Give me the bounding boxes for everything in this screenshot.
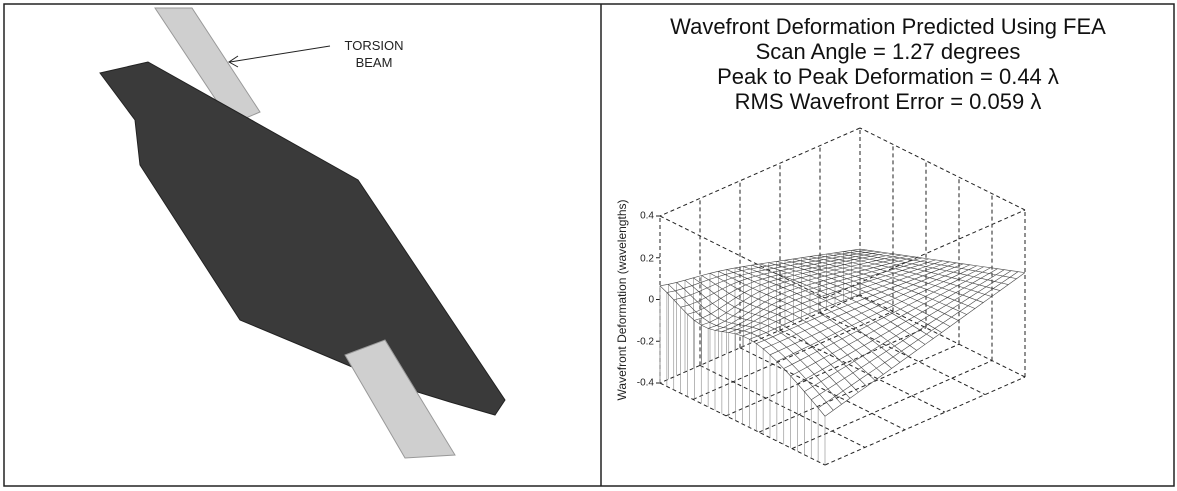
- title-line: Wavefront Deformation Predicted Using FE…: [670, 14, 1106, 39]
- title-line: Scan Angle = 1.27 degrees: [756, 39, 1021, 64]
- annotation: TORSION: [345, 38, 404, 53]
- figure: TORSION BEAM Wavefront Deformation Predi…: [0, 0, 1177, 491]
- title-line: RMS Wavefront Error = 0.059 λ: [735, 89, 1042, 114]
- annotation: BEAM: [356, 55, 393, 70]
- z-tick-label: 0.4: [640, 211, 654, 222]
- z-tick-label: 0: [648, 295, 654, 306]
- z-tick-label: 0.2: [640, 254, 654, 265]
- z-tick-label: -0.4: [637, 378, 655, 389]
- z-tick-label: -0.2: [637, 337, 655, 348]
- title-line: Peak to Peak Deformation = 0.44 λ: [717, 64, 1059, 89]
- z-axis-label: Wavefront Deformation (wavelengths): [615, 200, 629, 401]
